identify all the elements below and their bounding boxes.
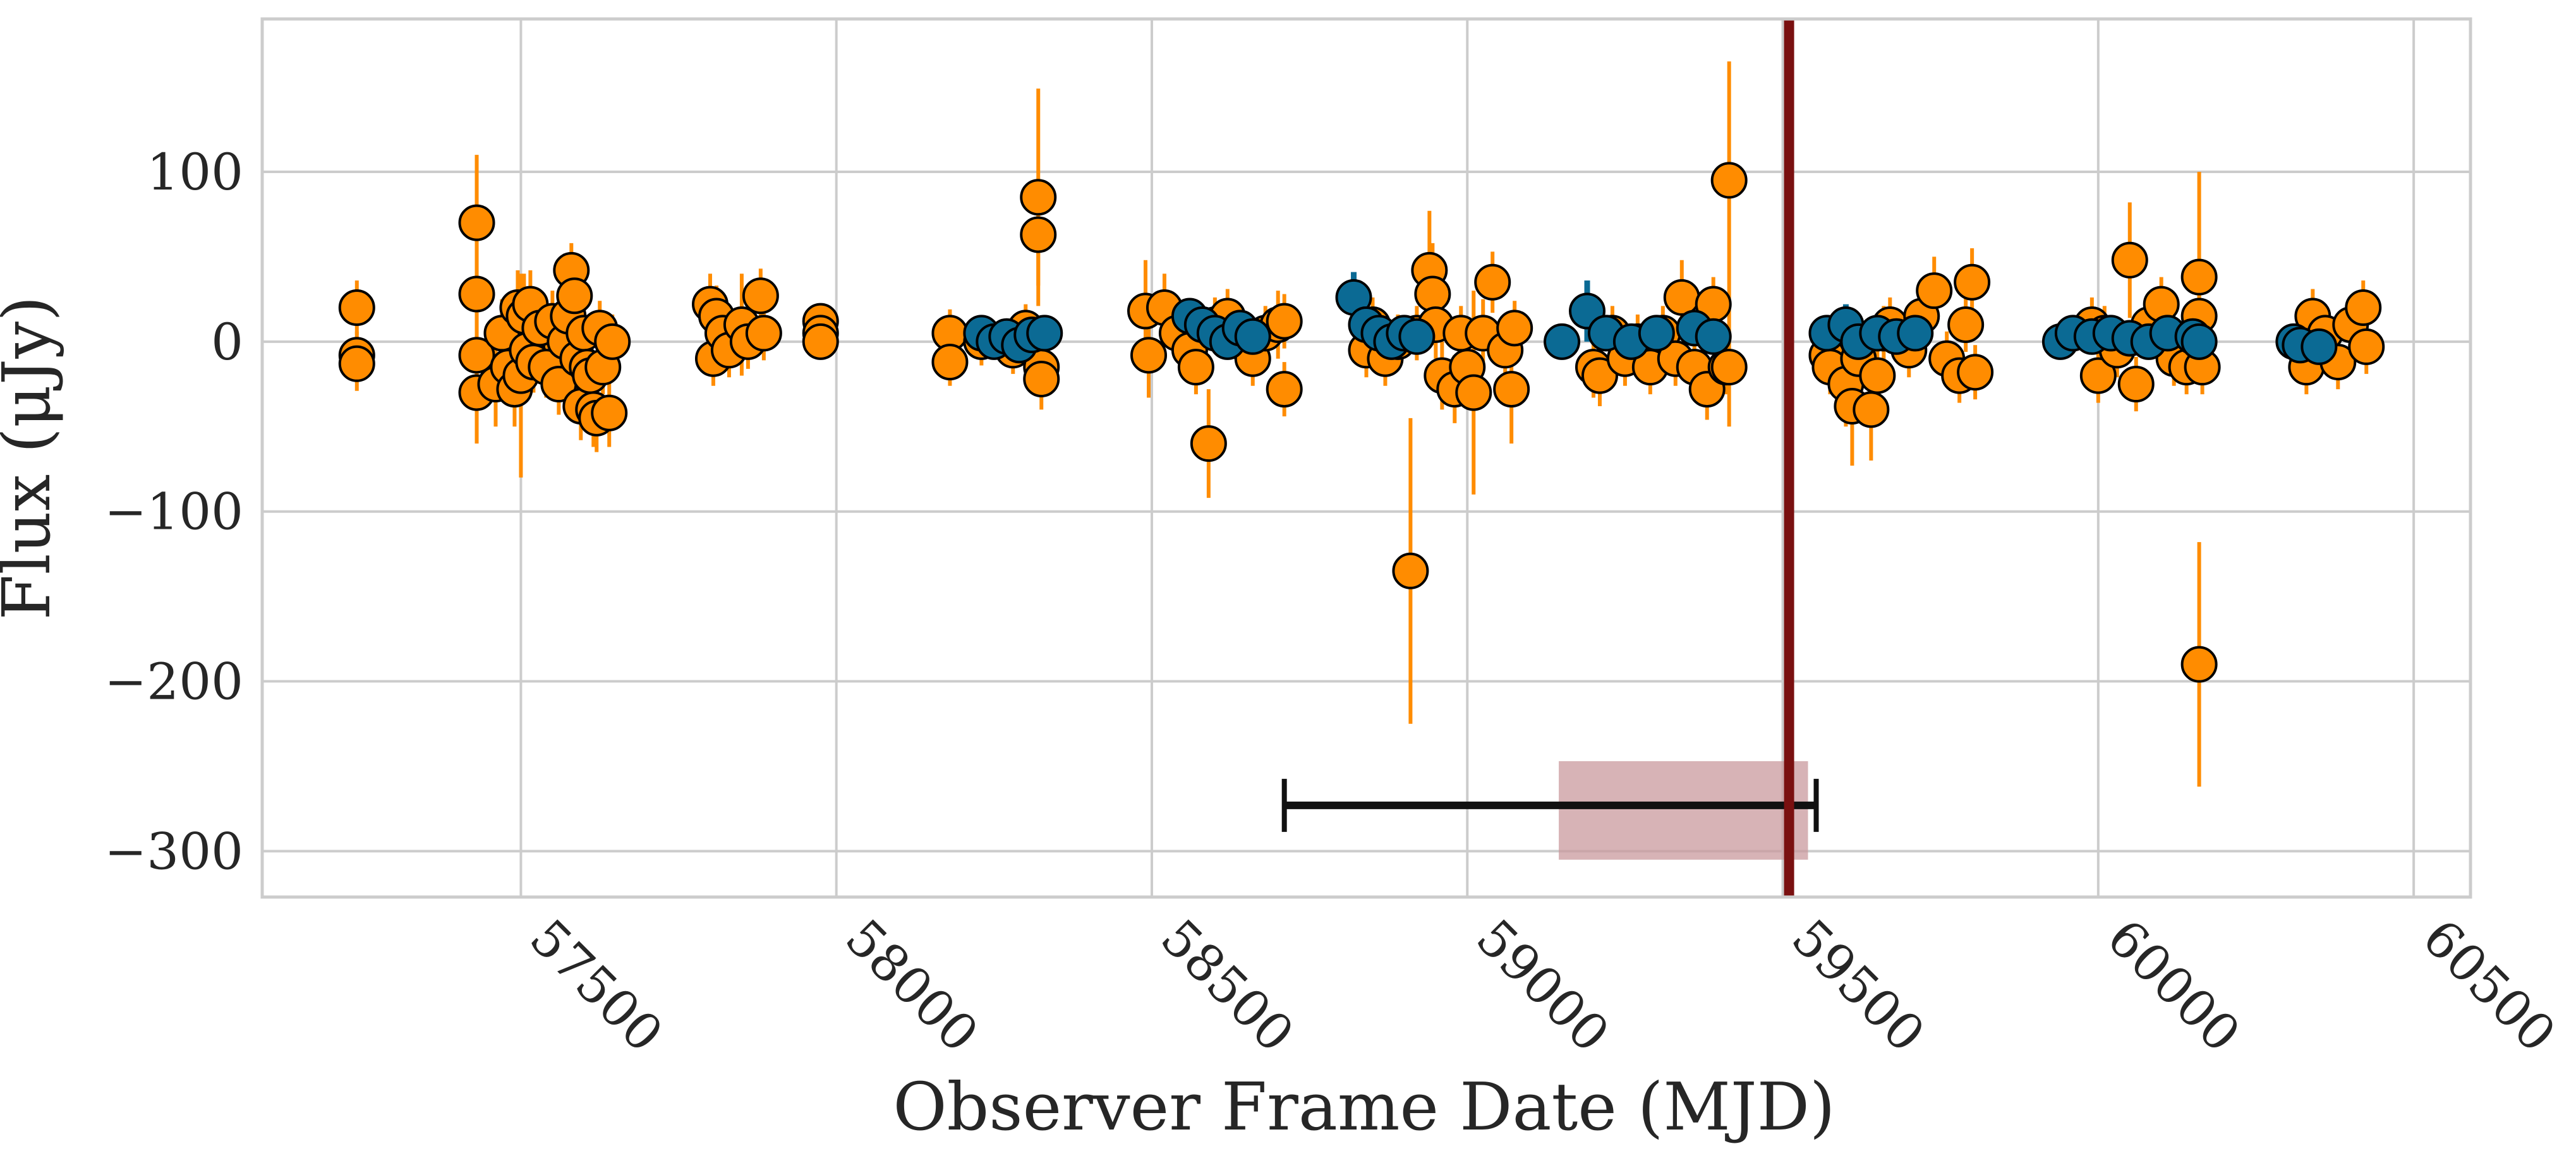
y-tick-label: −200	[104, 653, 243, 711]
orange-data-point	[591, 394, 628, 431]
orange-data-point	[338, 345, 375, 382]
blue-data-point	[1398, 318, 1436, 355]
orange-data-point	[2111, 241, 2148, 279]
y-axis-ticks: 100 0 −100 −200 −300	[104, 143, 243, 881]
orange-data-point	[2180, 646, 2218, 683]
orange-data-point	[1020, 179, 1057, 216]
blue-data-point	[1638, 315, 1675, 352]
orange-data-point	[594, 323, 631, 360]
orange-data-point	[1020, 216, 1057, 253]
blue-data-point	[2180, 323, 2218, 360]
plot-background	[262, 19, 2470, 897]
orange-data-point	[1954, 263, 1991, 301]
orange-data-point	[931, 344, 969, 381]
orange-data-point	[1130, 337, 1167, 374]
y-tick-label: 100	[147, 143, 243, 202]
orange-data-point	[338, 289, 375, 327]
orange-data-point	[1710, 349, 1748, 386]
plot-area	[262, 19, 2470, 897]
orange-data-point	[802, 323, 839, 360]
orange-data-point	[1455, 374, 1492, 411]
blue-data-point	[1544, 323, 1581, 360]
orange-data-point	[1859, 357, 1896, 394]
y-axis-label: Flux (μJy)	[0, 296, 65, 620]
orange-data-point	[1916, 272, 1953, 310]
orange-data-point	[742, 277, 779, 315]
blue-data-point	[1026, 315, 1063, 352]
orange-data-point	[1663, 279, 1700, 316]
orange-data-point	[2345, 289, 2382, 327]
plot-frame	[260, 17, 2472, 899]
orange-data-point	[1177, 349, 1214, 386]
orange-data-point	[1414, 275, 1451, 313]
orange-data-point	[458, 275, 495, 313]
orange-data-point	[1496, 310, 1533, 347]
orange-data-point	[1023, 360, 1060, 397]
orange-data-point	[1710, 162, 1748, 199]
shaded-region	[1559, 761, 1808, 860]
orange-data-point	[1853, 391, 1890, 428]
x-axis-label: Observer Frame Date (MJD)	[893, 1068, 1835, 1145]
orange-data-point	[1266, 371, 1303, 408]
orange-data-point	[1493, 371, 1530, 408]
y-tick-label: 0	[211, 313, 243, 371]
data-points	[338, 162, 2385, 683]
orange-data-point	[458, 204, 495, 241]
orange-data-point	[2117, 366, 2155, 403]
blue-data-point	[1897, 315, 1934, 352]
annotations	[1281, 19, 1819, 897]
y-tick-label: −300	[104, 822, 243, 881]
blue-data-point	[1234, 318, 1271, 355]
orange-data-point	[458, 337, 495, 374]
orange-data-point	[2180, 258, 2218, 296]
axes-frame	[260, 17, 2472, 899]
y-tick-label: −100	[104, 483, 243, 541]
orange-data-point	[745, 315, 782, 352]
orange-data-point	[1581, 357, 1618, 394]
orange-data-point	[1392, 552, 1429, 589]
orange-data-point	[1474, 263, 1511, 301]
orange-data-point	[2348, 328, 2385, 365]
orange-data-point	[556, 277, 593, 315]
shaded-region-group	[1559, 761, 1808, 860]
orange-data-point	[1190, 425, 1227, 462]
orange-data-point	[1947, 306, 1985, 343]
orange-data-point	[1957, 354, 1994, 391]
blue-data-point	[2301, 328, 2338, 365]
orange-data-point	[1266, 303, 1303, 340]
orange-data-point	[2079, 357, 2117, 394]
blue-data-point	[1695, 318, 1732, 355]
